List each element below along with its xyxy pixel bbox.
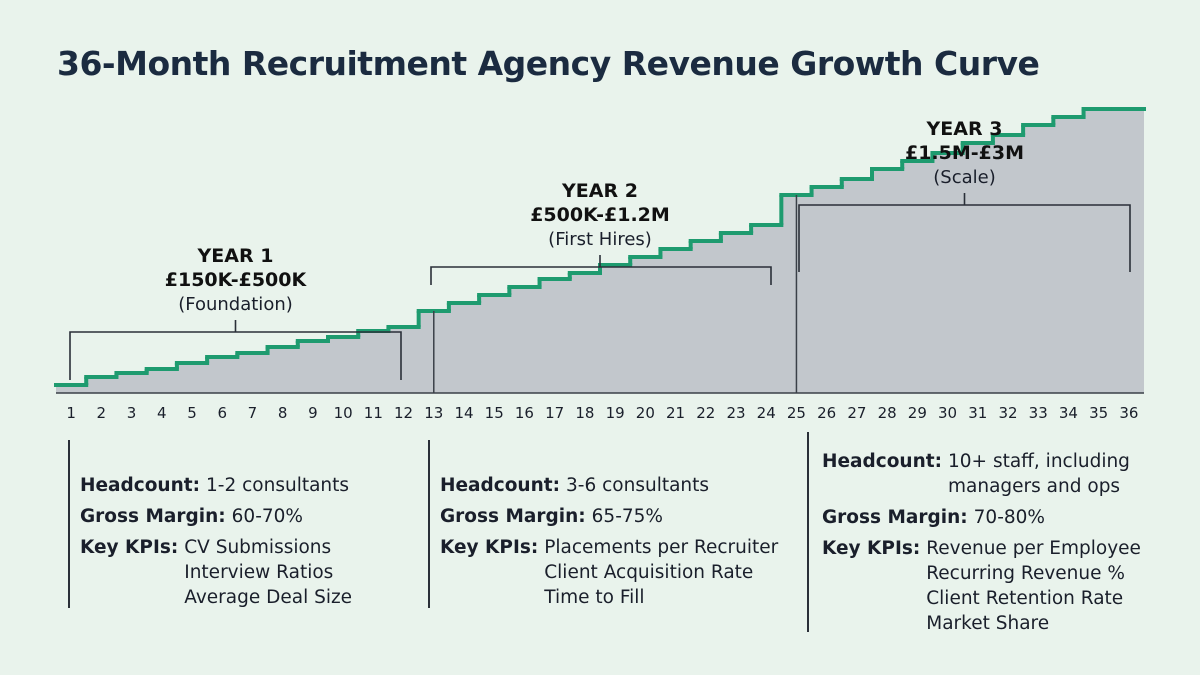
x-tick-label: 31 [968,404,987,422]
headcount-row: Headcount: 3-6 consultants [440,473,778,498]
line-layer [54,107,1146,387]
phase-bracket-3: YEAR 3£1.5M-£3M (Scale) [798,118,1131,272]
kpi-item: Market Share [926,613,1050,634]
kpi-item: Client Acquisition Rate [544,562,754,583]
headcount-label: Headcount: [822,451,943,472]
kpi-row: Key KPIs: CV Submissions Interview Ratio… [80,535,352,610]
kpi-item: Interview Ratios [184,562,334,583]
phase-stage-label: (Scale) [933,167,995,188]
kpi-item: Average Deal Size [184,587,353,608]
headcount-value: 10+ staff, including [948,451,1130,472]
x-tick-label: 36 [1119,404,1138,422]
kpi-label: Key KPIs: [80,537,179,558]
phase-bracket-1: YEAR 1£150K-£500K (Foundation) [69,245,402,380]
x-tick-label: 24 [757,404,776,422]
bracket-line [430,266,772,285]
headcount-row: Headcount: 10+ staff, including managers… [822,449,1141,499]
x-tick-label: 8 [278,404,288,422]
x-tick-label: 14 [454,404,473,422]
x-tick-label: 25 [787,404,806,422]
x-tick-label: 10 [334,404,353,422]
x-tick-label: 4 [157,404,167,422]
kpi-label: Key KPIs: [822,538,921,559]
headcount-label: Headcount: [440,475,561,496]
year2-details: Headcount: 3-6 consultants Gross Margin:… [440,473,778,616]
x-tick-label: 15 [485,404,504,422]
x-tick-label: 19 [606,404,625,422]
headcount-label: Headcount: [80,475,201,496]
details-divider-1 [68,440,70,608]
tick-layer: 1 2 3 4 5 6 7 8 9 10 11 12 13 14 15 16 17 18 19 20 21 22 23 24 2… [66,404,1138,422]
phase-year-label: YEAR 1 [197,245,274,267]
phase-range-label: £500K-£1.2M [530,204,670,226]
bracket-layer: YEAR 1£150K-£500K (Foundation) YEAR 2£500K… [69,118,1131,380]
phase-stage-label: (Foundation) [178,294,293,315]
x-tick-label: 3 [127,404,137,422]
details-divider-2 [428,440,430,608]
x-tick-label: 32 [998,404,1017,422]
x-tick-label: 20 [636,404,655,422]
x-tick-label: 6 [217,404,227,422]
margin-label: Gross Margin: [822,507,968,528]
margin-label: Gross Margin: [80,506,226,527]
x-tick-label: 28 [878,404,897,422]
x-tick-label: 16 [515,404,534,422]
x-tick-label: 1 [66,404,76,422]
headcount-value: 1-2 consultants [206,475,350,496]
year3-details: Headcount: 10+ staff, including managers… [822,449,1141,642]
headcount-value: 3-6 consultants [566,475,710,496]
margin-row: Gross Margin: 65-75% [440,504,778,529]
x-tick-label: 18 [575,404,594,422]
x-tick-label: 26 [817,404,836,422]
headcount-value: managers and ops [948,476,1121,497]
phase-stage-label: (First Hires) [548,229,652,250]
phase-range-label: £1.5M-£3M [905,142,1024,164]
x-tick-label: 29 [908,404,927,422]
margin-value: 65-75% [591,506,663,527]
phase-year-label: YEAR 3 [926,118,1003,140]
x-tick-label: 2 [97,404,107,422]
phase-bracket-2: YEAR 2£500K-£1.2M (First Hires) [430,180,772,285]
phase-range-label: £150K-£500K [165,269,308,291]
margin-row: Gross Margin: 70-80% [822,505,1141,530]
x-tick-label: 23 [726,404,745,422]
kpi-item: CV Submissions [184,537,332,558]
x-tick-label: 22 [696,404,715,422]
margin-value: 70-80% [973,507,1045,528]
kpi-item: Recurring Revenue % [926,563,1125,584]
x-tick-label: 9 [308,404,318,422]
x-tick-label: 30 [938,404,957,422]
year1-details: Headcount: 1-2 consultants Gross Margin:… [80,473,352,616]
kpi-label: Key KPIs: [440,537,539,558]
kpi-row: Key KPIs: Placements per Recruiter Clien… [440,535,778,610]
margin-label: Gross Margin: [440,506,586,527]
details-divider-3 [807,432,809,632]
x-tick-label: 11 [364,404,383,422]
x-tick-label: 7 [248,404,258,422]
x-tick-label: 34 [1059,404,1078,422]
divider-layer [56,195,1144,394]
kpi-item: Revenue per Employee [926,538,1141,559]
headcount-row: Headcount: 1-2 consultants [80,473,352,498]
x-tick-label: 27 [847,404,866,422]
phase-year-label: YEAR 2 [561,180,638,202]
x-tick-label: 12 [394,404,413,422]
x-tick-label: 17 [545,404,564,422]
kpi-item: Placements per Recruiter [544,537,779,558]
kpi-item: Time to Fill [544,587,645,608]
x-tick-label: 35 [1089,404,1108,422]
chart-title: 36-Month Recruitment Agency Revenue Grow… [57,44,1040,83]
x-tick-label: 13 [424,404,443,422]
x-tick-label: 21 [666,404,685,422]
margin-value: 60-70% [231,506,303,527]
x-tick-label: 5 [187,404,197,422]
x-tick-label: 33 [1029,404,1048,422]
margin-row: Gross Margin: 60-70% [80,504,352,529]
kpi-item: Client Retention Rate [926,588,1124,609]
kpi-row: Key KPIs: Revenue per Employee Recurring… [822,536,1141,636]
